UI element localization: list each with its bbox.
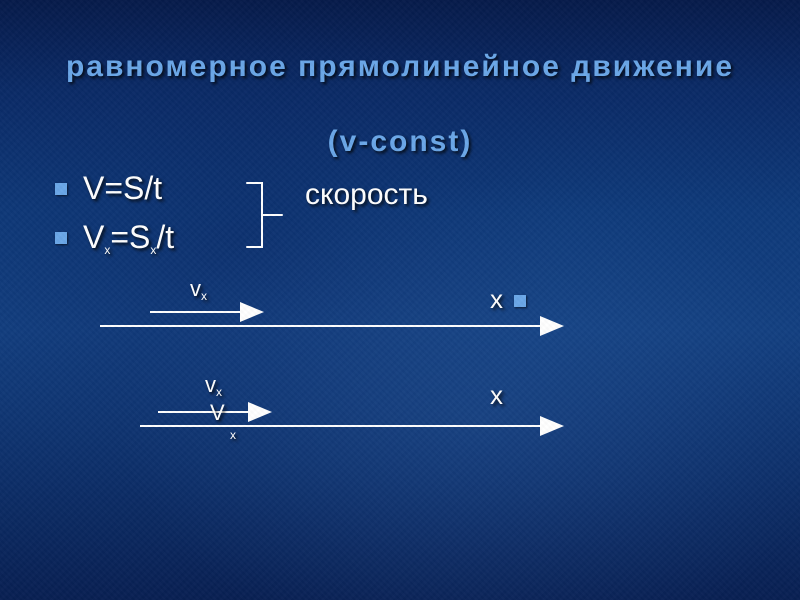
x-label-1: x <box>490 284 526 315</box>
formula-2: Vx=Sx/t <box>83 219 174 256</box>
title-line2: (v-const) <box>328 125 473 158</box>
title-line1: равномерное прямолинейное движение <box>66 50 734 83</box>
formula-1: V=S/t <box>83 170 162 207</box>
x-label-1-text: x <box>490 284 503 314</box>
bullet-icon <box>55 232 67 244</box>
bullet-icon <box>55 183 67 195</box>
slide-title: равномерное прямолинейное движение (v-co… <box>0 10 800 160</box>
bracket-icon <box>246 182 286 248</box>
slide: равномерное прямолинейное движение (v-co… <box>0 0 800 600</box>
list-item: Vx=Sx/t <box>55 219 174 256</box>
x-label-2: x <box>490 380 503 411</box>
v-label-2: V <box>210 400 225 426</box>
x-sub-label-2: x <box>230 428 236 442</box>
vx-label-1: vx <box>190 276 207 302</box>
bullet-icon <box>514 295 526 307</box>
vx-label-2: vx <box>205 372 222 398</box>
bullet-list: V=S/t Vx=Sx/t <box>55 170 174 268</box>
list-item: V=S/t <box>55 170 174 207</box>
speed-label: скорость <box>305 178 428 212</box>
diagram-2 <box>100 398 580 438</box>
